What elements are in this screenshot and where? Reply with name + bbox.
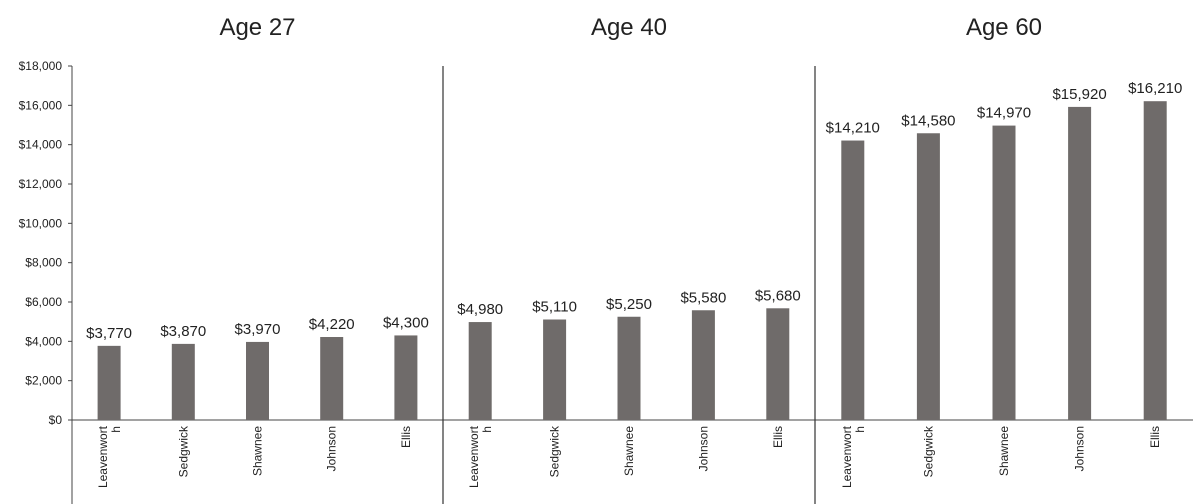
category-label-line: Johnson — [325, 426, 339, 471]
category-label-line: Shawnee — [997, 426, 1011, 476]
category-label-line: h — [853, 426, 867, 433]
data-label: $3,970 — [235, 321, 281, 338]
y-tick-label: $18,000 — [19, 59, 63, 73]
y-tick-label: $16,000 — [19, 98, 63, 112]
category-label: Shawnee — [622, 426, 636, 476]
category-label: Ellis — [399, 426, 413, 448]
data-label: $15,920 — [1052, 86, 1106, 103]
panel-title: Age 60 — [966, 14, 1042, 41]
bar — [617, 316, 641, 420]
panel-title: Age 27 — [219, 14, 295, 41]
data-label: $3,770 — [86, 325, 132, 342]
category-label-line: Leavenwort — [467, 425, 481, 488]
category-label: Sedgwick — [176, 425, 190, 477]
bar — [841, 140, 865, 420]
data-label: $5,110 — [532, 299, 577, 316]
data-label: $3,870 — [160, 323, 206, 340]
data-label: $14,210 — [826, 120, 880, 137]
y-tick-label: $2,000 — [25, 374, 62, 388]
category-label-line: Ellis — [771, 426, 785, 448]
y-tick-label: $12,000 — [19, 177, 63, 191]
panel-title: Age 40 — [591, 14, 667, 41]
data-label: $14,970 — [977, 105, 1031, 122]
data-label: $4,980 — [457, 301, 503, 318]
category-label: Shawnee — [251, 426, 265, 476]
category-label: Sedgwick — [548, 425, 562, 477]
y-tick-label: $4,000 — [25, 334, 62, 348]
data-label: $5,680 — [755, 287, 801, 304]
category-label-line: Leavenwort — [840, 425, 854, 488]
category-label: Leavenworth — [467, 425, 494, 488]
category-label-line: Ellis — [1148, 426, 1162, 448]
category-label: Leavenworth — [96, 425, 123, 488]
data-label: $16,210 — [1128, 80, 1182, 97]
category-label: Ellis — [771, 426, 785, 448]
y-tick-label: $6,000 — [25, 295, 62, 309]
category-label: Johnson — [1073, 426, 1087, 471]
bar — [171, 343, 195, 420]
category-label-line: h — [109, 426, 123, 433]
bar — [394, 335, 418, 420]
category-label-line: Leavenwort — [96, 425, 110, 488]
category-label-line: Sedgwick — [548, 425, 562, 477]
data-label: $4,220 — [309, 316, 355, 333]
bar — [97, 345, 121, 420]
category-label: Shawnee — [997, 426, 1011, 476]
y-tick-label: $14,000 — [19, 138, 63, 152]
data-label: $5,250 — [606, 296, 652, 313]
y-tick-label: $10,000 — [19, 216, 63, 230]
bar — [916, 133, 940, 420]
category-label: Ellis — [1148, 426, 1162, 448]
category-label-line: h — [480, 426, 494, 433]
category-label-line: Shawnee — [251, 426, 265, 476]
bar — [691, 310, 715, 420]
bar — [1068, 106, 1092, 420]
data-label: $5,580 — [680, 289, 726, 306]
category-label-line: Sedgwick — [176, 425, 190, 477]
category-label: Johnson — [325, 426, 339, 471]
category-label: Johnson — [696, 426, 710, 471]
category-label-line: Sedgwick — [921, 425, 935, 477]
bar — [1143, 101, 1167, 420]
data-label: $14,580 — [901, 112, 955, 129]
category-label-line: Ellis — [399, 426, 413, 448]
category-label: Leavenworth — [840, 425, 867, 488]
bar — [992, 125, 1016, 420]
bar — [543, 319, 567, 420]
category-label: Sedgwick — [921, 425, 935, 477]
category-label-line: Johnson — [1073, 426, 1087, 471]
category-label-line: Johnson — [696, 426, 710, 471]
bar — [246, 341, 269, 420]
category-label-line: Shawnee — [622, 426, 636, 476]
bar — [468, 322, 492, 420]
bar — [320, 337, 344, 420]
y-tick-label: $8,000 — [25, 256, 62, 270]
bar — [766, 308, 790, 420]
data-label: $4,300 — [383, 314, 429, 331]
y-tick-label: $0 — [49, 413, 63, 427]
